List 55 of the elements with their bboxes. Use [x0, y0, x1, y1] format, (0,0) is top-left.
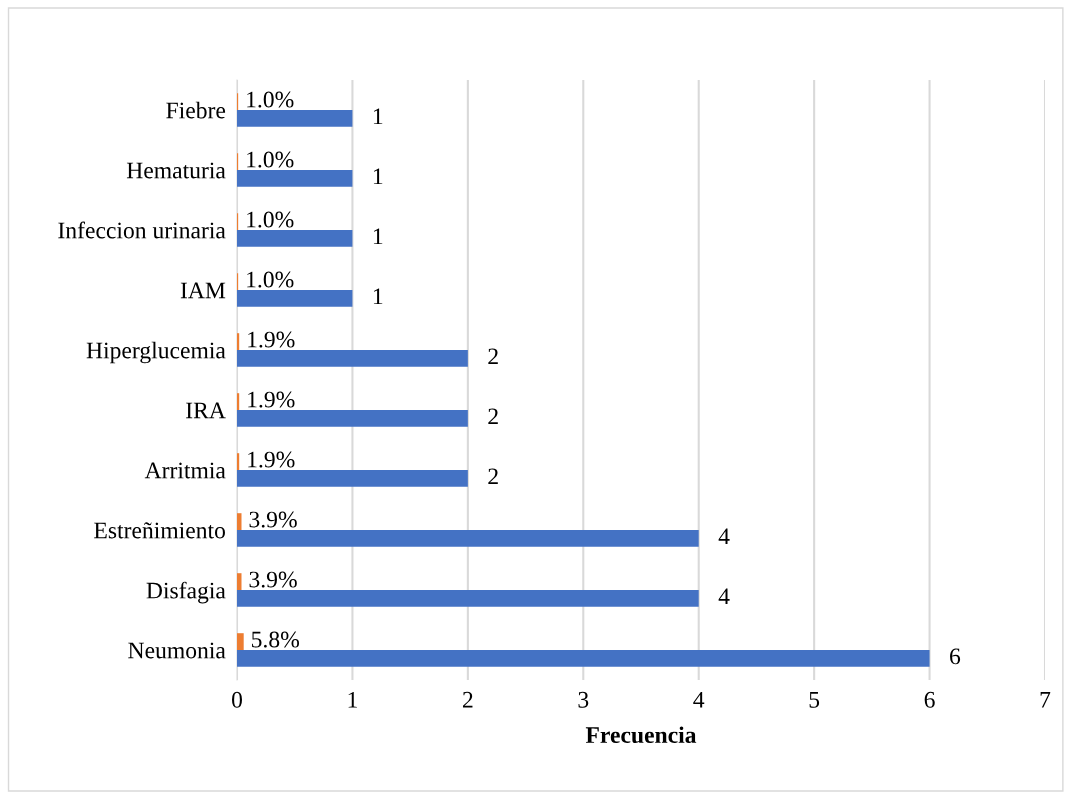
x-tick-label: 1 — [348, 691, 357, 708]
data-label: 1 — [373, 168, 383, 185]
bar — [237, 453, 240, 470]
bar — [237, 573, 242, 590]
y-tick-label: Hematuria — [126, 162, 226, 179]
x-tick-label: 5 — [809, 692, 820, 708]
x-tick-label: 6 — [924, 691, 935, 708]
y-tick-label: Disfagia — [146, 581, 226, 604]
data-label: 1.9% — [248, 451, 295, 468]
x-axis-title: Frecuencia — [585, 726, 697, 744]
x-tick-label: 0 — [232, 691, 242, 708]
bar — [237, 333, 240, 350]
data-label: 1 — [373, 288, 383, 305]
data-label: 1.0% — [247, 211, 294, 228]
data-label: 1 — [373, 108, 383, 125]
data-label: 4 — [718, 528, 730, 545]
y-tick-label: Arritmia — [144, 462, 226, 479]
y-tick-label: IRA — [186, 402, 226, 419]
bar — [237, 350, 468, 367]
bar — [237, 633, 244, 650]
bar — [237, 170, 353, 187]
bar — [237, 110, 353, 127]
bar — [237, 650, 930, 667]
bar — [237, 470, 468, 487]
data-label: 6 — [950, 648, 961, 665]
data-label: 1.9% — [248, 391, 295, 408]
bar — [237, 230, 353, 247]
bar — [237, 513, 242, 530]
data-label: 1 — [373, 228, 383, 245]
y-tick-label: Fiebre — [166, 101, 226, 119]
bar — [237, 530, 699, 547]
data-label: 5.8% — [252, 631, 300, 648]
data-label: 2 — [488, 468, 498, 485]
data-label: 1.9% — [248, 331, 295, 348]
data-label: 1.0% — [247, 151, 294, 168]
y-tick-label: Estreñimiento — [94, 522, 225, 539]
bar — [237, 410, 468, 427]
data-label: 1.0% — [247, 91, 294, 108]
bar — [237, 393, 240, 410]
y-tick-label: Neumonia — [128, 642, 226, 659]
data-label: 2 — [488, 408, 498, 425]
data-label: 3.9% — [249, 571, 297, 588]
data-label: 2 — [488, 348, 498, 365]
bar — [237, 590, 699, 607]
y-tick-label: Hiperglucemia — [86, 341, 226, 364]
bar — [237, 290, 353, 307]
y-tick-label: IAM — [180, 282, 226, 299]
data-label: 4 — [718, 588, 730, 605]
data-label: 3.9% — [249, 511, 297, 528]
x-tick-label: 2 — [462, 691, 473, 708]
y-tick-label: Infeccion urinaria — [58, 221, 226, 239]
x-tick-label: 4 — [693, 691, 705, 708]
x-tick-label: 7 — [1040, 692, 1051, 708]
x-tick-label: 3 — [578, 691, 589, 708]
data-label: 1.0% — [247, 271, 294, 288]
